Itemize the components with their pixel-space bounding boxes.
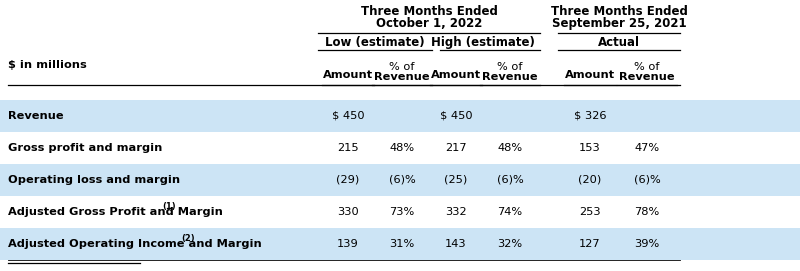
Text: October 1, 2022: October 1, 2022 xyxy=(376,17,482,30)
Text: 48%: 48% xyxy=(498,143,522,153)
Text: 153: 153 xyxy=(579,143,601,153)
Text: 139: 139 xyxy=(337,239,359,249)
Text: Amount: Amount xyxy=(431,70,481,80)
Text: Adjusted Gross Profit and Margin: Adjusted Gross Profit and Margin xyxy=(8,207,223,217)
Text: Amount: Amount xyxy=(323,70,373,80)
Text: 32%: 32% xyxy=(498,239,522,249)
Text: % of: % of xyxy=(498,62,522,72)
Text: 215: 215 xyxy=(337,143,359,153)
Text: Operating loss and margin: Operating loss and margin xyxy=(8,175,180,185)
Text: 330: 330 xyxy=(337,207,359,217)
Text: % of: % of xyxy=(634,62,660,72)
Text: 31%: 31% xyxy=(390,239,414,249)
Text: Gross profit and margin: Gross profit and margin xyxy=(8,143,162,153)
Text: (20): (20) xyxy=(578,175,602,185)
Text: 78%: 78% xyxy=(634,207,660,217)
Text: (6)%: (6)% xyxy=(497,175,523,185)
Text: 73%: 73% xyxy=(390,207,414,217)
Text: 217: 217 xyxy=(445,143,467,153)
Text: $ 450: $ 450 xyxy=(440,111,472,121)
Text: 143: 143 xyxy=(445,239,467,249)
Text: September 25, 2021: September 25, 2021 xyxy=(552,17,686,30)
Text: 39%: 39% xyxy=(634,239,660,249)
Bar xyxy=(0,228,800,260)
Text: Three Months Ended: Three Months Ended xyxy=(361,5,498,18)
Text: (6)%: (6)% xyxy=(389,175,415,185)
Text: Amount: Amount xyxy=(565,70,615,80)
Text: (2): (2) xyxy=(182,234,195,244)
Text: $ 326: $ 326 xyxy=(574,111,606,121)
Text: 253: 253 xyxy=(579,207,601,217)
Text: 74%: 74% xyxy=(498,207,522,217)
Text: 127: 127 xyxy=(579,239,601,249)
Text: (6)%: (6)% xyxy=(634,175,660,185)
Bar xyxy=(0,164,800,196)
Text: 48%: 48% xyxy=(390,143,414,153)
Text: Actual: Actual xyxy=(598,36,639,49)
Text: $ 450: $ 450 xyxy=(332,111,364,121)
Text: 332: 332 xyxy=(445,207,467,217)
Text: (25): (25) xyxy=(444,175,468,185)
Text: 47%: 47% xyxy=(634,143,659,153)
Text: Revenue: Revenue xyxy=(619,72,675,82)
Bar xyxy=(0,100,800,132)
Text: Revenue: Revenue xyxy=(482,72,538,82)
Text: Revenue: Revenue xyxy=(8,111,64,121)
Text: (1): (1) xyxy=(162,202,176,211)
Text: High (estimate): High (estimate) xyxy=(431,36,535,49)
Text: Low (estimate): Low (estimate) xyxy=(325,36,425,49)
Text: Adjusted Operating Income and Margin: Adjusted Operating Income and Margin xyxy=(8,239,262,249)
Text: Three Months Ended: Three Months Ended xyxy=(550,5,687,18)
Text: Revenue: Revenue xyxy=(374,72,430,82)
Text: % of: % of xyxy=(390,62,414,72)
Text: $ in millions: $ in millions xyxy=(8,60,86,70)
Text: (29): (29) xyxy=(336,175,360,185)
